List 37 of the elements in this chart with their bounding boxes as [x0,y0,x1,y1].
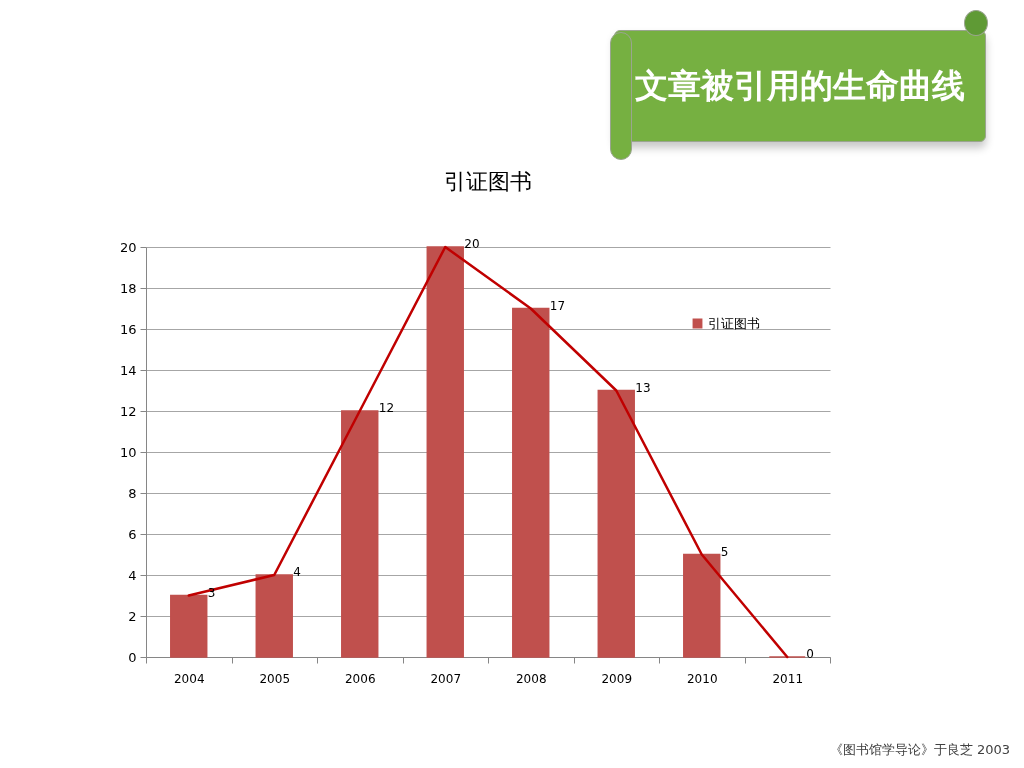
bar [426,246,464,658]
bar [255,574,293,658]
text: 《图书馆学导论》于良芝 2003 [829,741,1010,759]
y-tick-label: 0 [128,649,137,665]
bar [512,307,550,658]
y-tick-label: 4 [128,567,137,583]
y-tick-label: 16 [119,321,137,337]
data-label: 17 [549,298,566,313]
x-tick-label: 2011 [772,671,804,686]
bar [597,389,635,658]
bar [683,553,721,658]
y-tick-label: 2 [128,608,137,624]
y-tick-label: 8 [128,485,137,501]
data-label: 5 [720,544,729,559]
y-tick-label: 20 [119,239,137,255]
data-label: 4 [293,565,301,579]
x-tick-label: 2008 [515,671,547,686]
bar [170,594,208,658]
y-tick-label: 10 [119,444,137,460]
data-label: 12 [378,401,395,415]
y-tick-label: 6 [128,526,137,542]
x-tick-label: 2005 [259,671,291,686]
data-label: 20 [464,237,480,251]
x-tick-label: 2010 [686,671,718,686]
data-label: 0 [806,647,814,661]
x-tick-label: 2004 [173,671,205,686]
legend-label: 引证图书 [708,315,760,331]
y-tick-label: 12 [119,403,137,419]
x-tick-label: 2009 [601,671,633,686]
y-tick-label: 14 [119,362,137,378]
chart-title: 文章被引用的生命曲线 [635,64,965,107]
bar [341,410,379,658]
x-tick-label: 2006 [344,671,376,686]
chart-subtitle: 引证图书 [444,169,532,194]
data-label: 13 [635,380,651,395]
x-tick-label: 2007 [430,671,462,686]
y-tick-label: 18 [119,280,137,296]
